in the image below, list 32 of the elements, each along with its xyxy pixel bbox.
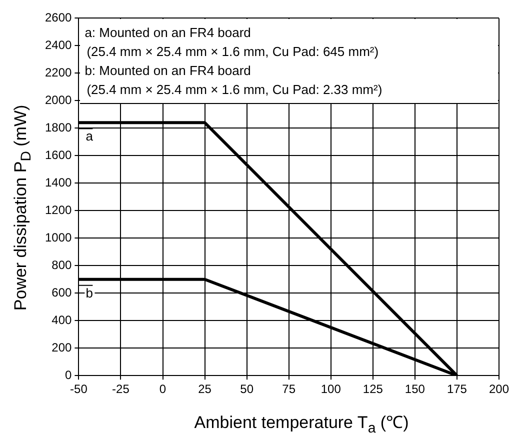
x-tick-label: -25	[112, 382, 130, 396]
x-tick-label: 0	[159, 382, 166, 396]
annotation: a: Mounted on an FR4 board	[84, 24, 252, 42]
x-tick-label: 200	[488, 382, 510, 396]
x-tick-label: 175	[446, 382, 468, 396]
y-tick-label: 800	[52, 258, 72, 272]
y-tick-label: 1000	[44, 230, 72, 244]
y-tick-label: 2400	[44, 38, 72, 52]
annotation: (25.4 mm × 25.4 mm × 1.6 mm, Cu Pad: 2.33 mm²)	[86, 81, 384, 100]
annotation: b: Mounted on an FR4 board	[84, 62, 252, 80]
y-tick-label: 2600	[44, 10, 72, 25]
x-tick-label: 50	[240, 382, 254, 396]
x-tick-label: 25	[198, 382, 212, 396]
y-tick-label: 2000	[44, 92, 72, 107]
y-tick-label: 1200	[44, 202, 72, 217]
y-tick-label: 0	[65, 368, 72, 382]
y-tick-label: 200	[52, 340, 72, 354]
y-tick-label: 400	[52, 312, 72, 327]
y-tick-label: 1800	[44, 120, 72, 134]
x-axis-title: Ambient temperature T$_{a}$ (℃)	[193, 412, 410, 436]
y-tick-label: 600	[52, 285, 72, 300]
x-tick-label: 150	[404, 382, 426, 396]
x-tick-label: 125	[362, 382, 384, 396]
annotation: (25.4 mm × 25.4 mm × 1.6 mm, Cu Pad: 645 mm²)	[86, 43, 380, 62]
x-tick-label: 100	[320, 382, 342, 396]
y-tick-label: 2200	[44, 65, 72, 80]
y-tick-label: 1400	[44, 175, 72, 190]
series-label: a	[86, 128, 94, 144]
x-tick-label: -50	[70, 382, 88, 396]
x-tick-label: 75	[282, 382, 296, 396]
series-label: b	[86, 285, 93, 300]
y-tick-label: 1600	[44, 148, 72, 162]
